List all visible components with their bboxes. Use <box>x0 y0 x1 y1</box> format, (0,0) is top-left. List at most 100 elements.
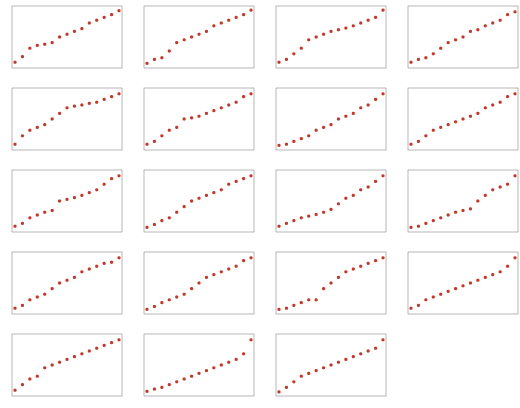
point <box>145 389 149 393</box>
point <box>175 295 179 299</box>
point <box>498 18 502 22</box>
point <box>329 29 333 33</box>
point <box>234 179 238 183</box>
plot-frame <box>275 169 387 233</box>
point <box>20 303 25 307</box>
point <box>329 281 333 285</box>
point <box>314 212 318 217</box>
plot-frame <box>11 87 123 151</box>
point <box>336 275 341 279</box>
point <box>102 261 106 265</box>
point <box>329 363 333 367</box>
point <box>189 35 194 39</box>
point <box>95 188 99 192</box>
point <box>321 32 326 36</box>
point <box>175 380 179 384</box>
point <box>344 26 348 30</box>
point <box>13 306 17 310</box>
point <box>314 298 318 302</box>
point <box>57 111 62 115</box>
point <box>57 199 62 203</box>
point <box>476 278 480 282</box>
point <box>424 56 428 60</box>
point <box>57 360 62 364</box>
point <box>160 301 164 305</box>
point <box>234 357 238 361</box>
point <box>461 208 465 213</box>
point <box>284 57 289 62</box>
point <box>307 38 311 42</box>
point <box>102 182 106 186</box>
point <box>453 210 458 214</box>
point <box>292 139 296 143</box>
point <box>43 123 47 127</box>
point <box>117 338 121 342</box>
point <box>307 371 311 375</box>
point <box>344 114 348 118</box>
point <box>65 32 69 36</box>
point <box>483 106 487 110</box>
point <box>292 52 296 56</box>
point <box>227 267 231 271</box>
point <box>491 21 495 25</box>
point <box>431 295 435 299</box>
point <box>468 207 473 211</box>
point <box>491 273 495 277</box>
point <box>65 357 69 361</box>
point <box>277 390 281 394</box>
point <box>50 208 54 213</box>
point <box>152 57 157 62</box>
point <box>167 383 171 387</box>
point <box>314 128 318 132</box>
point <box>249 338 253 342</box>
point <box>299 301 303 305</box>
point <box>284 306 289 310</box>
point <box>109 177 114 181</box>
point <box>249 8 253 12</box>
point <box>284 142 289 146</box>
point <box>219 270 223 274</box>
point <box>336 360 341 364</box>
point <box>431 219 435 223</box>
point <box>197 196 201 200</box>
point <box>366 18 370 22</box>
point <box>373 97 378 101</box>
point <box>461 117 465 121</box>
point <box>204 193 209 197</box>
point <box>197 281 201 285</box>
point <box>35 374 39 378</box>
point <box>366 103 370 107</box>
point <box>197 371 201 375</box>
point <box>109 13 114 17</box>
point <box>446 123 450 127</box>
point <box>13 60 17 64</box>
point <box>249 92 253 96</box>
point <box>491 188 495 192</box>
point <box>95 100 99 104</box>
point <box>219 188 223 192</box>
point <box>182 292 186 296</box>
point <box>351 267 355 271</box>
point <box>145 307 149 311</box>
point <box>409 225 413 229</box>
point <box>227 360 231 364</box>
plot-frame <box>11 169 123 233</box>
point <box>109 341 114 345</box>
point <box>145 142 149 146</box>
point <box>204 369 209 373</box>
point <box>189 287 194 291</box>
point <box>446 41 450 45</box>
point <box>498 270 502 274</box>
point <box>416 303 421 307</box>
point <box>197 114 201 118</box>
plot-frame <box>143 87 255 151</box>
point <box>189 199 194 203</box>
point <box>57 281 62 285</box>
plot-frame <box>407 169 519 233</box>
point <box>57 35 62 39</box>
point <box>329 123 333 127</box>
point <box>117 92 121 96</box>
point <box>13 388 17 392</box>
point <box>28 298 32 302</box>
point <box>381 174 385 178</box>
